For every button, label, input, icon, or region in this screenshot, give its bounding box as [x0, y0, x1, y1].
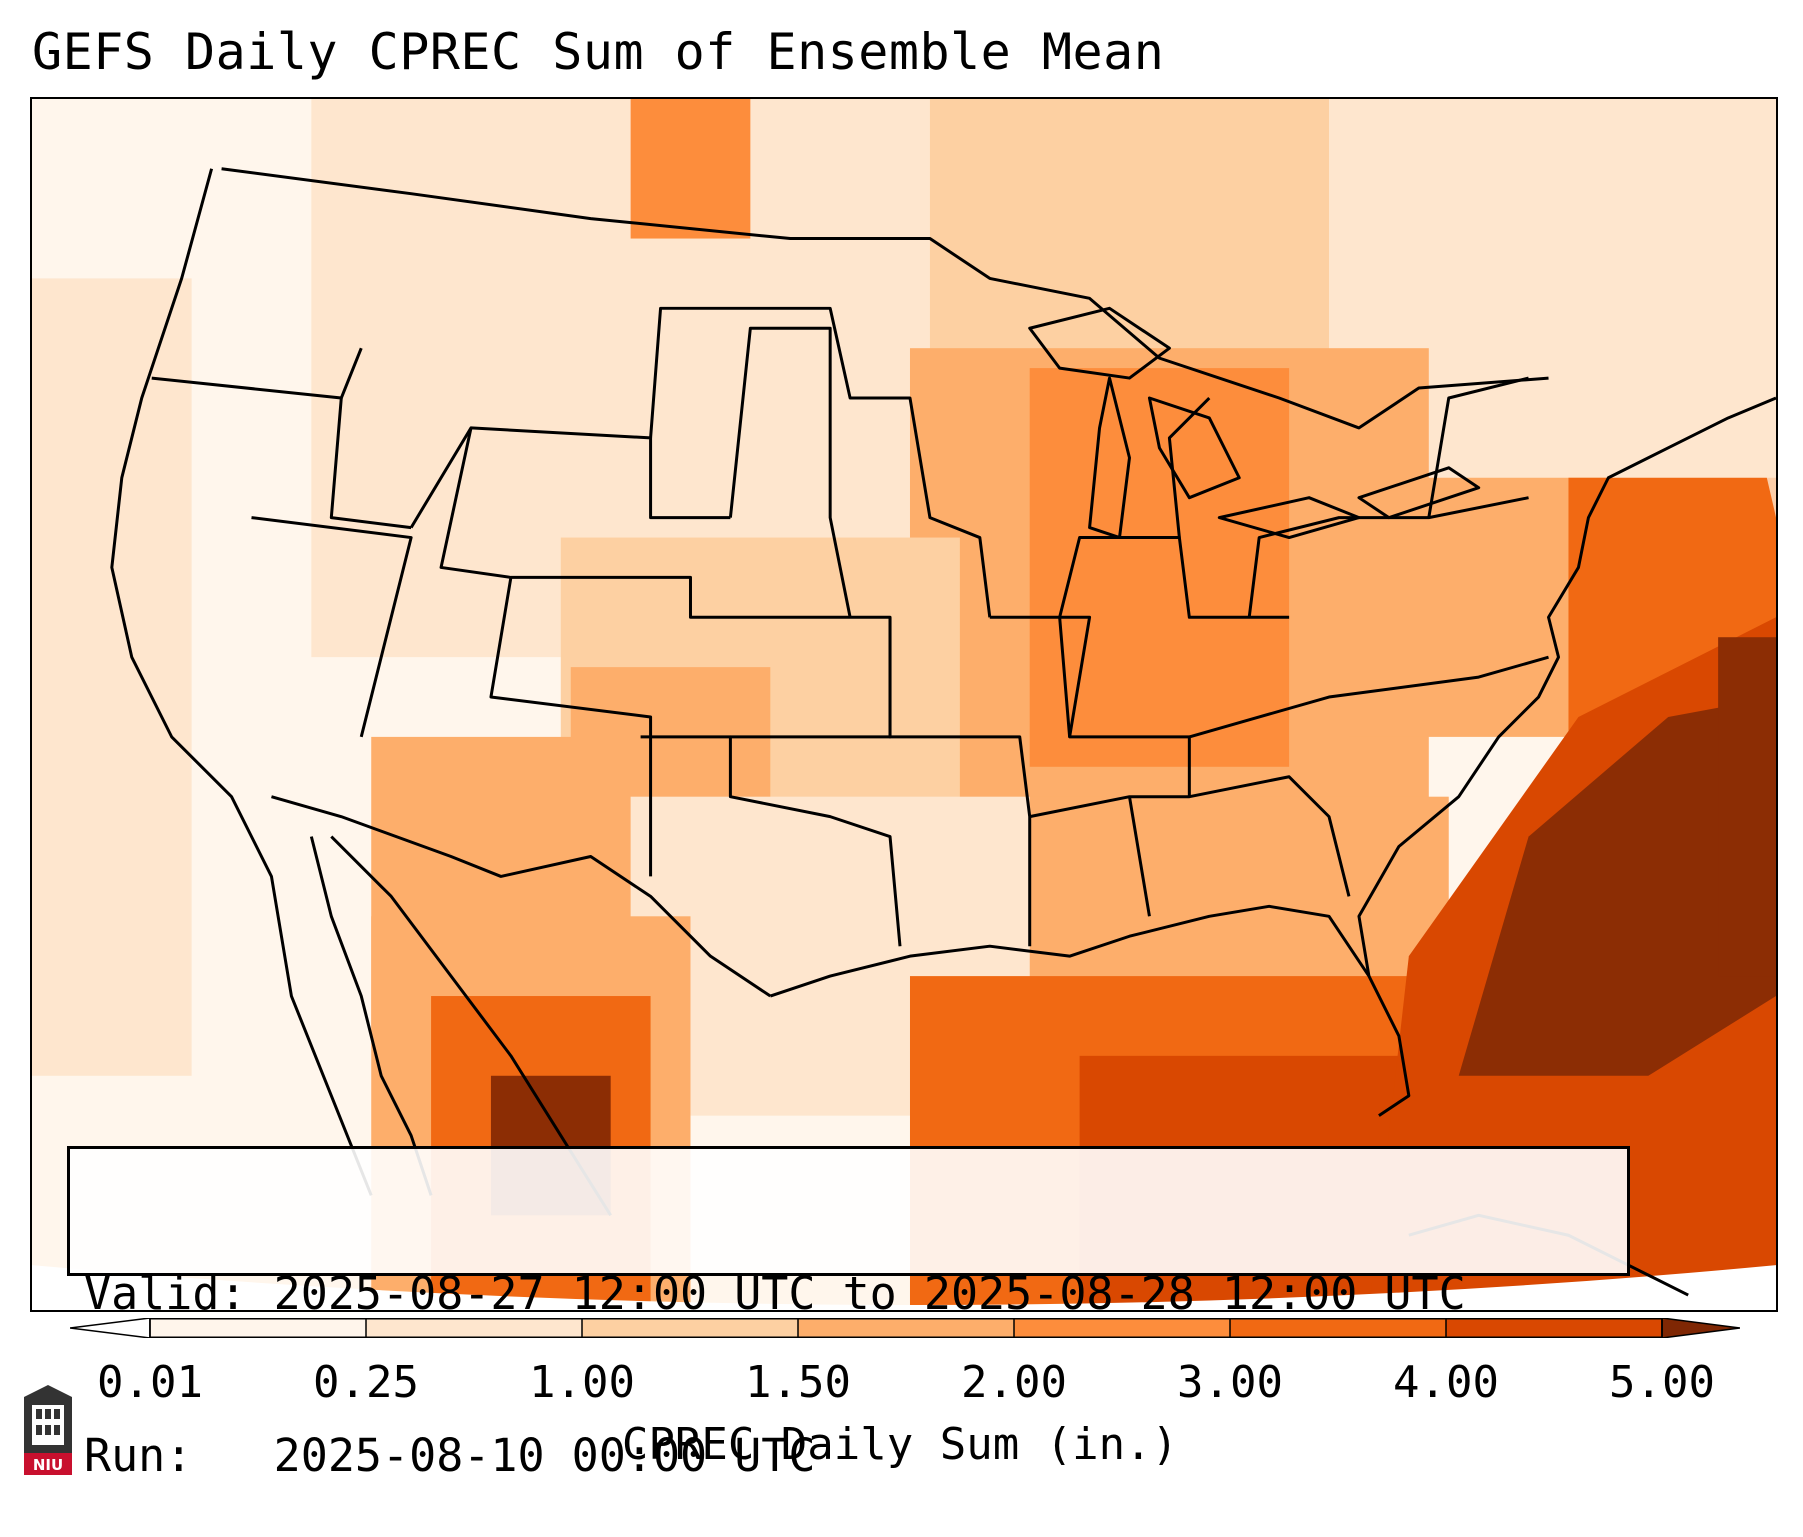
colorbar-segment [1014, 1318, 1231, 1338]
colorbar-segment [798, 1318, 1015, 1338]
valid-time-text: Valid: 2025-08-27 12:00 UTC to 2025-08-2… [84, 1267, 1466, 1320]
colorbar-label: CPREC Daily Sum (in.) [621, 1419, 1179, 1470]
colorbar-segment [150, 1318, 367, 1338]
boundary-lines [110, 167, 1776, 1297]
colorbar-segment [582, 1318, 799, 1338]
niu-logo-icon: NIU [24, 1385, 72, 1475]
colorbar-over-triangle [1661, 1318, 1740, 1338]
map-panel [30, 97, 1778, 1312]
valid-time-box: Valid: 2025-08-27 12:00 UTC to 2025-08-2… [67, 1146, 1630, 1482]
colorbar-segment [1446, 1318, 1663, 1338]
colorbar-tick-label: 5.00 [1609, 1357, 1715, 1408]
colorbar-tick-label: 3.00 [1177, 1357, 1283, 1408]
chart-title: GEFS Daily CPREC Sum of Ensemble Mean [32, 23, 1165, 81]
svg-text:NIU: NIU [33, 1456, 63, 1474]
colorbar-under-triangle [70, 1318, 151, 1338]
precip-field [32, 99, 1776, 1310]
precip-map [32, 99, 1776, 1310]
colorbar-tick-label: 0.25 [313, 1357, 419, 1408]
colorbar [70, 1318, 1740, 1338]
colorbar-tick-label: 2.00 [961, 1357, 1067, 1408]
colorbar-tick-label: 1.00 [529, 1357, 635, 1408]
colorbar-segment [366, 1318, 583, 1338]
colorbar-tick-label: 4.00 [1393, 1357, 1499, 1408]
colorbar-segment [1230, 1318, 1447, 1338]
run-time-text: Run: 2025-08-10 00:00 UTC [84, 1429, 816, 1482]
colorbar-tick-label: 0.01 [97, 1357, 203, 1408]
colorbar-tick-label: 1.50 [745, 1357, 851, 1408]
